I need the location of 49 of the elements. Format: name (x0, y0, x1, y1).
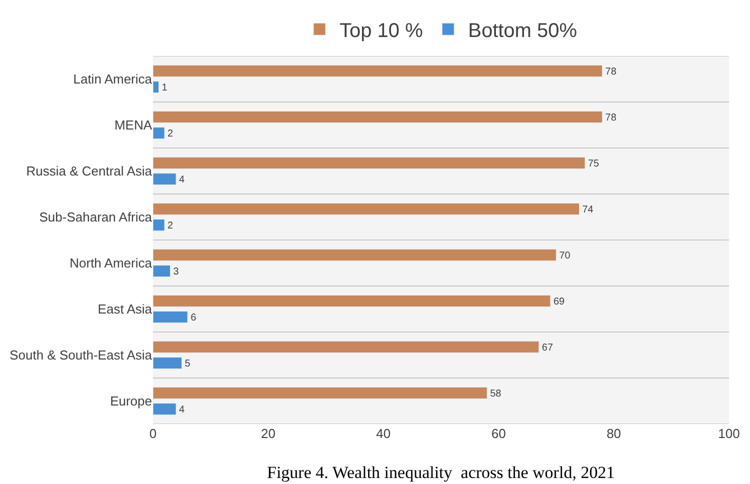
text: Figure 4. Wealth inequality across the world, 2021 (267, 463, 615, 482)
data-label: 58 (490, 388, 502, 400)
x-tick-label: 20 (260, 426, 276, 441)
bar (153, 219, 165, 232)
bar (153, 202, 580, 215)
y-tick-label: Russia & Central Asia (26, 164, 153, 179)
bar (153, 64, 603, 77)
bar (153, 248, 556, 261)
x-tick-label: 0 (149, 426, 157, 441)
data-label: 78 (605, 66, 617, 78)
bar (153, 173, 176, 186)
data-label: 75 (588, 158, 600, 170)
data-label: 67 (542, 342, 554, 354)
x-tick-label: 40 (376, 426, 391, 441)
data-label: 4 (179, 174, 186, 186)
data-label: 70 (559, 250, 571, 262)
bar (153, 357, 182, 370)
data-label: 6 (190, 312, 197, 324)
data-label: 78 (605, 112, 617, 124)
x-tick-label: 100 (718, 426, 740, 441)
y-tick-label: MENA (114, 118, 152, 133)
y-tick-label: East Asia (98, 302, 153, 317)
bar (153, 311, 188, 324)
bar (153, 127, 165, 140)
bar (153, 81, 160, 94)
data-label: 5 (184, 358, 191, 370)
y-tick-label: Latin America (73, 72, 153, 87)
y-tick-label: Sub-Saharan Africa (39, 210, 153, 225)
data-label: 1 (162, 82, 168, 94)
bar (153, 265, 171, 278)
legend-label: Top 10 % (340, 20, 424, 42)
bar (153, 110, 603, 123)
bar (153, 294, 551, 307)
data-label: 74 (582, 204, 594, 216)
x-tick-label: 60 (491, 426, 506, 441)
bar (153, 156, 586, 169)
legend-label: Bottom 50% (468, 20, 578, 42)
data-label: 69 (553, 296, 565, 308)
y-tick-label: Europe (110, 394, 152, 409)
data-label: 2 (168, 220, 174, 232)
x-tick-label: 80 (606, 426, 622, 441)
data-label: 2 (168, 128, 174, 140)
bar (153, 340, 540, 353)
y-tick-label: South & South-East Asia (10, 348, 153, 363)
y-tick-label: North America (70, 256, 153, 271)
data-label: 3 (173, 266, 180, 278)
bar (153, 403, 176, 416)
data-label: 4 (179, 404, 186, 416)
bar (153, 386, 488, 399)
